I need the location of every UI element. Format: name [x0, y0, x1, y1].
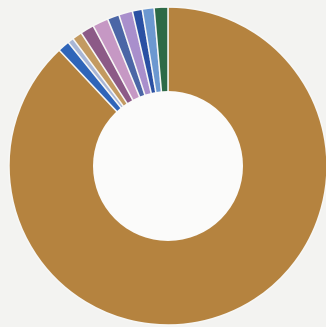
donut-hole: [93, 91, 243, 241]
